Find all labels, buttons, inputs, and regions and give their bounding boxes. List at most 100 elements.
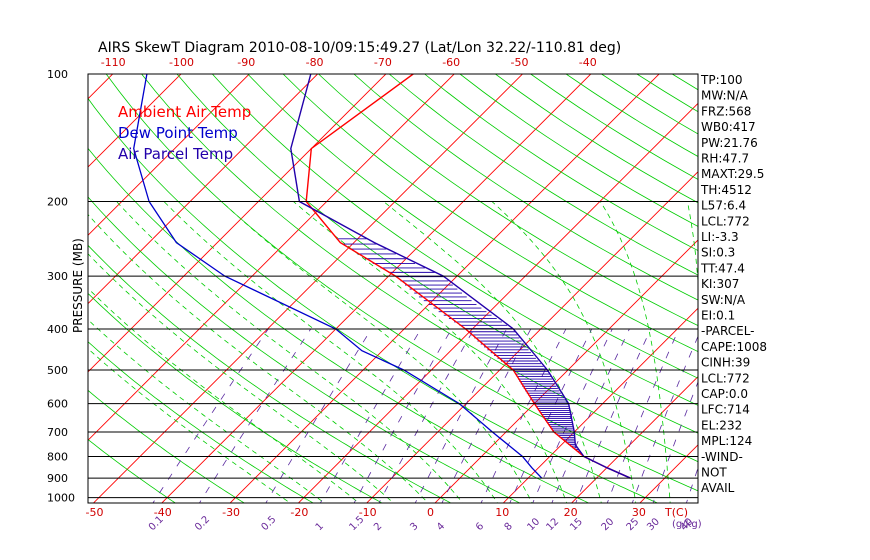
dry-adiabat-line <box>530 74 698 180</box>
pressure-tick-label: 200 <box>47 196 68 209</box>
pressure-tick-label: 800 <box>47 451 68 464</box>
mixing-ratio-line <box>685 466 698 503</box>
top-temp-tick-label: -110 <box>101 56 126 69</box>
mixing-ratio-label: 1 <box>314 521 326 533</box>
stability-index: AVAIL <box>701 481 735 495</box>
stability-index: TH:4512 <box>700 183 752 197</box>
mixing-ratio-label: 6 <box>474 521 486 533</box>
stability-index: KI:307 <box>701 277 739 291</box>
moist-adiabat-line <box>599 201 671 503</box>
moist-adiabat-line <box>221 201 533 503</box>
stability-index: -PARCEL- <box>701 324 755 338</box>
cape-hatching <box>336 238 584 457</box>
bottom-temp-tick-label: -40 <box>154 506 172 519</box>
dry-adiabat-line <box>282 74 698 353</box>
x-axis-label: T(C) <box>664 506 688 519</box>
stability-index: FRZ:568 <box>701 104 751 118</box>
moist-adiabat-line <box>293 201 568 503</box>
mixing-ratio-line <box>551 328 630 503</box>
stability-index: MW:N/A <box>701 89 749 103</box>
stability-index: CINH:39 <box>701 356 750 370</box>
stability-index: TP:100 <box>700 73 743 87</box>
mixing-ratio-line <box>652 380 698 503</box>
stability-index: WB0:417 <box>701 120 756 134</box>
stability-index: EL:232 <box>701 418 742 432</box>
stability-index: LCL:772 <box>701 371 750 385</box>
mixing-ratio-line <box>265 328 372 503</box>
top-temp-tick-label: -60 <box>442 56 460 69</box>
stability-index: LFC:714 <box>701 403 750 417</box>
dry-adiabat-line <box>105 74 698 492</box>
mixing-ratio-label: 10 <box>525 516 542 533</box>
isotherm-line <box>229 74 660 503</box>
moist-adiabat-line <box>88 287 360 503</box>
legend: Ambient Air Temp Dew Point Temp Air Parc… <box>118 103 251 163</box>
mixing-ratio-label: 20 <box>600 516 617 533</box>
pressure-tick-label: 100 <box>47 68 68 81</box>
mixing-ratio-label: 3 <box>408 521 420 533</box>
isotherm-line <box>366 171 698 503</box>
dry-adiabat-line <box>423 74 698 252</box>
mixing-ratio-line <box>441 328 532 503</box>
dry-adiabat-line <box>211 74 698 406</box>
stability-index: EI:0.1 <box>701 309 735 323</box>
moist-adiabat-line <box>491 201 637 503</box>
mixing-ratio-line <box>532 328 613 503</box>
top-temp-tick-label: -100 <box>169 56 194 69</box>
dry-adiabat-line <box>247 74 698 379</box>
pressure-tick-label: 400 <box>47 323 68 336</box>
pressure-tick-label: 900 <box>47 472 68 485</box>
mixing-ratio-label: 0.5 <box>259 514 278 533</box>
dry-adiabat-line <box>317 74 698 327</box>
dry-adiabat-line <box>494 74 698 204</box>
isotherm-line <box>88 74 250 236</box>
top-temp-tick-label: -90 <box>237 56 255 69</box>
moist-adiabat-line <box>88 253 394 503</box>
dry-adiabat-line <box>388 74 698 276</box>
mixing-ratio-unit: (g/kg) <box>672 519 702 530</box>
dry-adiabat-line <box>88 244 452 503</box>
mixing-ratio-line <box>509 328 593 503</box>
isotherm-line <box>88 74 387 373</box>
moist-adiabat-line <box>163 201 498 503</box>
stability-index: MPL:124 <box>701 434 752 448</box>
mixing-ratio-line <box>631 335 698 503</box>
bottom-temp-tick-label: 30 <box>632 506 646 519</box>
mixing-ratio-label: 0.2 <box>193 514 212 533</box>
bottom-temp-tick-label: -10 <box>359 506 377 519</box>
isotherm-line <box>297 102 698 503</box>
isotherm-line <box>570 375 698 503</box>
stability-index: CAPE:1008 <box>701 340 767 354</box>
isotherm-line <box>502 307 698 503</box>
mixing-ratio-line <box>353 328 452 503</box>
mixing-ratio-line <box>575 328 652 503</box>
mixing-ratio-label: 2 <box>372 521 384 533</box>
stability-index: LI:-3.3 <box>701 230 739 244</box>
isotherm-line <box>841 55 870 507</box>
bottom-temp-tick-label: 0 <box>427 506 434 519</box>
bottom-temp-tick-label: -50 <box>86 506 104 519</box>
mixing-ratio-label: 30 <box>645 516 662 533</box>
stability-index: PW:21.76 <box>701 136 758 150</box>
mixing-ratio-line <box>319 328 422 503</box>
moist-adiabat-line <box>116 201 464 503</box>
pressure-tick-label: 600 <box>47 398 68 411</box>
stability-index: CAP:0.0 <box>701 387 748 401</box>
mixing-ratio-line <box>606 328 680 503</box>
isotherm-line <box>161 74 592 503</box>
y-axis-label: PRESSURE (MB) <box>71 238 85 333</box>
legend-parcel: Air Parcel Temp <box>118 145 233 163</box>
legend-ambient: Ambient Air Temp <box>118 103 251 121</box>
dry-adiabat-line <box>671 74 698 91</box>
isotherm-line <box>88 74 319 305</box>
pressure-tick-label: 1000 <box>47 492 75 505</box>
legend-dewpoint: Dew Point Temp <box>118 124 238 142</box>
dry-adiabat-line <box>353 74 698 301</box>
pressure-tick-label: 700 <box>47 426 68 439</box>
mixing-ratio-line <box>198 328 312 503</box>
mixing-ratio-line <box>378 328 475 503</box>
top-temp-tick-label: -50 <box>511 56 529 69</box>
moist-adiabat-line <box>88 348 291 503</box>
stability-index: L57:6.4 <box>701 199 746 213</box>
bottom-temp-tick-label: -30 <box>222 506 240 519</box>
